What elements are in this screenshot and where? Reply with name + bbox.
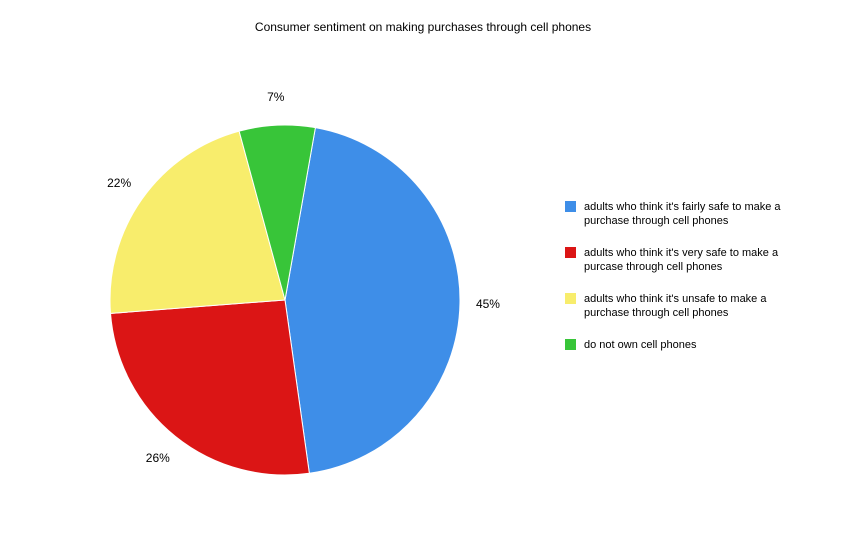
legend-label-3: do not own cell phones (584, 338, 697, 352)
legend-item-1: adults who think it's very safe to make … (565, 246, 814, 274)
legend-label-2: adults who think it's unsafe to make a p… (584, 292, 814, 320)
legend-label-0: adults who think it's fairly safe to mak… (584, 200, 814, 228)
legend-item-0: adults who think it's fairly safe to mak… (565, 200, 814, 228)
legend: adults who think it's fairly safe to mak… (565, 200, 814, 370)
pie-slice-0 (285, 128, 460, 474)
legend-swatch-3 (565, 339, 576, 350)
slice-label-2: 22% (107, 176, 131, 190)
slice-label-3: 7% (267, 90, 284, 104)
legend-swatch-2 (565, 293, 576, 304)
legend-item-3: do not own cell phones (565, 338, 814, 352)
legend-swatch-0 (565, 201, 576, 212)
slice-label-0: 45% (476, 297, 500, 311)
legend-swatch-1 (565, 247, 576, 258)
legend-item-2: adults who think it's unsafe to make a p… (565, 292, 814, 320)
slice-label-1: 26% (146, 451, 170, 465)
pie-chart: 45% 26% 22% 7% (52, 67, 518, 533)
legend-label-1: adults who think it's very safe to make … (584, 246, 814, 274)
chart-title: Consumer sentiment on making purchases t… (0, 20, 846, 34)
pie-slice-1 (111, 300, 310, 475)
